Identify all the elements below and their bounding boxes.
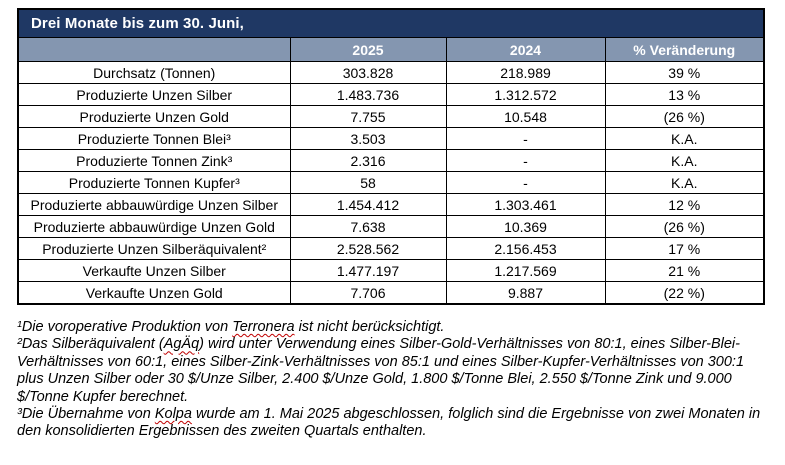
- row-label: Produzierte Unzen Gold: [17, 105, 291, 128]
- column-header-metric: [17, 37, 291, 62]
- footnote: ²Das Silberäquivalent (AgÄq) wird unter …: [17, 336, 769, 406]
- cell-2025: 1.477.197: [289, 259, 447, 282]
- cell-2024: 2.156.453: [445, 237, 606, 260]
- footnote-text: wurde am 1. Mai 2025 abgeschlossen, folg…: [17, 406, 761, 440]
- footnote: ¹Die voroperative Produktion von Terrone…: [17, 319, 769, 336]
- cell-2025: 1.483.736: [289, 83, 447, 106]
- footnote-text: ²Das Silberäquivalent (: [17, 336, 164, 353]
- cell-change: K.A.: [604, 171, 765, 194]
- row-label: Verkaufte Unzen Silber: [17, 259, 291, 282]
- misspelled-word: Kolpa: [154, 406, 192, 423]
- table-row: Produzierte Unzen Silber 1.483.736 1.312.5…: [17, 83, 765, 106]
- cell-2025: 7.706: [289, 281, 447, 305]
- cell-2025: 3.503: [289, 127, 447, 150]
- column-header-row: 2025 2024 % Veränderung: [17, 37, 765, 62]
- row-label: Produzierte abbauwürdige Unzen Gold: [17, 215, 291, 238]
- cell-change: (26 %): [604, 105, 765, 128]
- cell-2024: 9.887: [445, 281, 606, 305]
- row-label: Durchsatz (Tonnen): [17, 61, 291, 84]
- row-label: Produzierte Tonnen Blei³: [17, 127, 291, 150]
- row-label: Verkaufte Unzen Gold: [17, 281, 291, 305]
- cell-change: (26 %): [604, 215, 765, 238]
- column-header-2024: 2024: [445, 37, 606, 62]
- cell-change: 13 %: [604, 83, 765, 106]
- table-row: Produzierte Unzen Silberäquivalent² 2.528…: [17, 237, 765, 260]
- row-label: Produzierte abbauwürdige Unzen Silber: [17, 193, 291, 216]
- cell-2025: 2.528.562: [289, 237, 447, 260]
- row-label: Produzierte Unzen Silberäquivalent²: [17, 237, 291, 260]
- cell-2025: 2.316: [289, 149, 447, 172]
- table-title: Drei Monate bis zum 30. Juni,: [17, 8, 765, 38]
- table-row: Verkaufte Unzen Silber 1.477.197 1.217.569…: [17, 259, 765, 282]
- cell-change: 12 %: [604, 193, 765, 216]
- table-row: Verkaufte Unzen Gold 7.706 9.887 (22 %): [17, 281, 765, 305]
- column-header-change: % Veränderung: [604, 37, 765, 62]
- cell-2024: -: [445, 127, 606, 150]
- cell-2025: 1.454.412: [289, 193, 447, 216]
- cell-2024: 1.303.461: [445, 193, 606, 216]
- column-header-2025: 2025: [289, 37, 447, 62]
- footnotes: ¹Die voroperative Produktion von Terrone…: [17, 319, 769, 441]
- cell-2024: -: [445, 149, 606, 172]
- cell-2024: 10.548: [445, 105, 606, 128]
- footnote-text: ) wird unter Verwendung eines Silber-Gol…: [17, 336, 745, 405]
- cell-change: K.A.: [604, 149, 765, 172]
- cell-change: 39 %: [604, 61, 765, 84]
- cell-2025: 7.755: [289, 105, 447, 128]
- table-row: Produzierte Unzen Gold 7.755 10.548 (26 %): [17, 105, 765, 128]
- footnote-text: ist nicht berücksichtigt.: [294, 319, 445, 335]
- cell-2024: 218.989: [445, 61, 606, 84]
- table-title-row: Drei Monate bis zum 30. Juni,: [17, 8, 765, 38]
- cell-change: 17 %: [604, 237, 765, 260]
- cell-2025: 58: [289, 171, 447, 194]
- cell-2024: -: [445, 171, 606, 194]
- cell-change: K.A.: [604, 127, 765, 150]
- footnote-text: ¹Die voroperative Produktion von: [17, 319, 233, 335]
- row-label: Produzierte Tonnen Kupfer³: [17, 171, 291, 194]
- table-row: Produzierte Tonnen Blei³ 3.503- K.A.: [17, 127, 765, 150]
- footnote: ³Die Übernahme von Kolpa wurde am 1. Mai…: [17, 406, 769, 441]
- cell-2025: 7.638: [289, 215, 447, 238]
- table-row: Durchsatz (Tonnen) 303.828 218.989 39 %: [17, 61, 765, 84]
- misspelled-word: Terronera: [232, 319, 295, 335]
- cell-2024: 1.312.572: [445, 83, 606, 106]
- table-row: Produzierte abbauwürdige Unzen Gold 7.638…: [17, 215, 765, 238]
- cell-change: (22 %): [604, 281, 765, 305]
- misspelled-word: AgÄq: [163, 336, 200, 353]
- cell-2024: 1.217.569: [445, 259, 606, 282]
- cell-2024: 10.369: [445, 215, 606, 238]
- table-row: Produzierte Tonnen Kupfer³ 58- K.A.: [17, 171, 765, 194]
- row-label: Produzierte Unzen Silber: [17, 83, 291, 106]
- cell-change: 21 %: [604, 259, 765, 282]
- production-results-table: Drei Monate bis zum 30. Juni, 2025 2024 …: [17, 8, 766, 305]
- row-label: Produzierte Tonnen Zink³: [17, 149, 291, 172]
- table-row: Produzierte abbauwürdige Unzen Silber 1.4…: [17, 193, 765, 216]
- table-row: Produzierte Tonnen Zink³ 2.316- K.A.: [17, 149, 765, 172]
- footnote-text: ³Die Übernahme von: [17, 406, 155, 423]
- cell-2025: 303.828: [289, 61, 447, 84]
